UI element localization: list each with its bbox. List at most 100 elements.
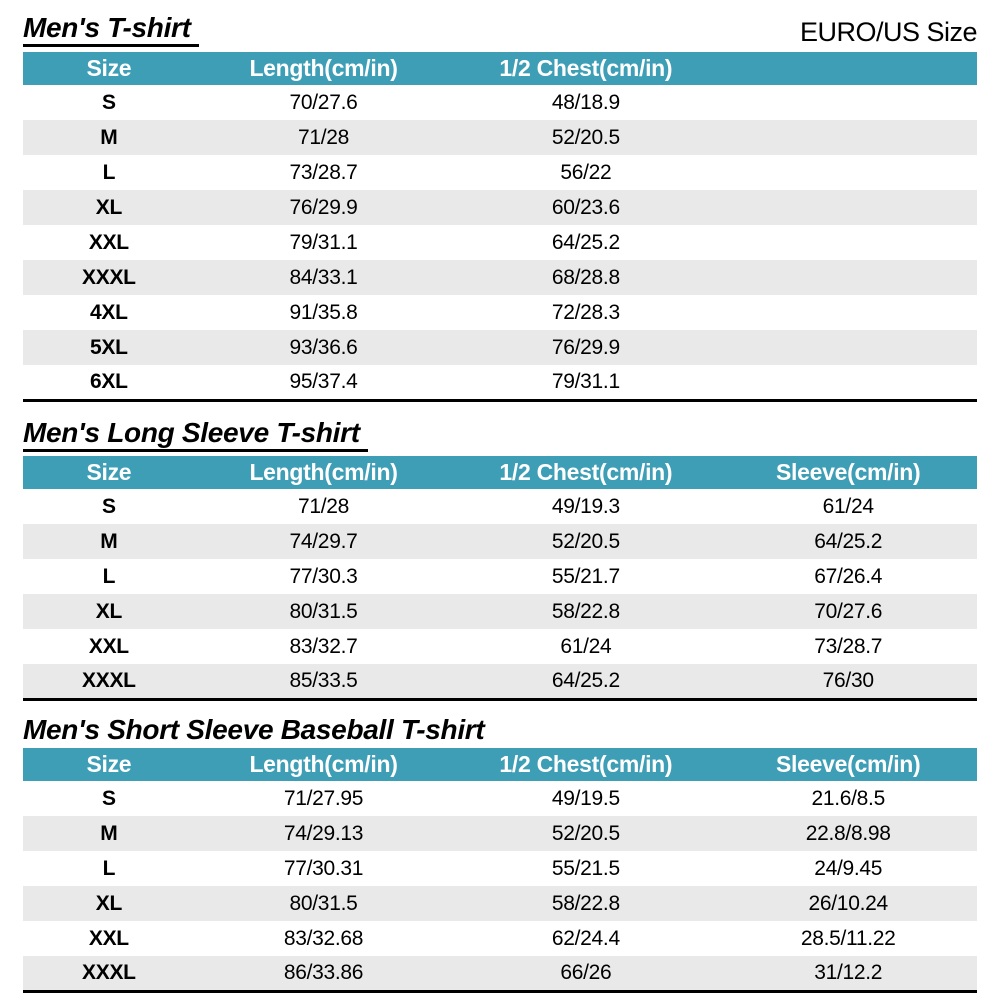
value-cell: 61/24: [822, 494, 874, 518]
empty-cell: [719, 85, 977, 120]
value-cell: 73/28.7: [814, 634, 883, 658]
value-cell: 49/19.3: [551, 494, 620, 518]
header-row: Size Length(cm/in) 1/2 Chest(cm/in): [23, 52, 977, 86]
page-header: Men's T-shirt EURO/US Size: [23, 12, 978, 48]
value-cell: 84/33.1: [289, 265, 358, 289]
header-row: Size Length(cm/in) 1/2 Chest(cm/in) Sleeve(…: [23, 456, 977, 490]
value-cell: 76/29.9: [289, 195, 358, 219]
value-cell: 64/25.2: [551, 668, 620, 692]
value-cell: 61/24: [560, 634, 612, 658]
value-cell: 24/9.45: [814, 856, 883, 880]
size-table-mens-short-sleeve-baseball-tshirt: Size Length(cm/in) 1/2 Chest(cm/in) Sleeve(…: [23, 748, 977, 993]
table-title-mens-long-sleeve-tshirt: Men's Long Sleeve T-shirt: [23, 417, 368, 453]
table-row: M 74/29.7 52/20.5 64/25.2: [23, 524, 977, 560]
size-cell: XXXL: [82, 265, 136, 289]
column-header: Size: [23, 748, 195, 782]
size-cell: XXL: [88, 634, 129, 658]
table-row: XL 80/31.5 58/22.8 70/27.6: [23, 594, 977, 630]
empty-cell: [719, 260, 977, 295]
size-table-mens-tshirt: Size Length(cm/in) 1/2 Chest(cm/in) S 70/27…: [23, 52, 977, 402]
column-header: Length(cm/in): [194, 748, 453, 782]
column-header: Size: [23, 456, 195, 490]
value-cell: 77/30.3: [289, 564, 358, 588]
table-row: L 77/30.3 55/21.7 67/26.4: [23, 559, 977, 594]
table-row: 4XL 91/35.8 72/28.3: [23, 295, 977, 330]
size-cell: M: [100, 125, 118, 149]
size-cell: XL: [95, 195, 123, 219]
header-row: Size Length(cm/in) 1/2 Chest(cm/in) Sleeve(…: [23, 748, 977, 782]
table-row: S 71/27.95 49/19.5 21.6/8.5: [23, 781, 977, 816]
size-standard-label: EURO/US Size: [799, 16, 978, 47]
table-row: S 71/28 49/19.3 61/24: [23, 489, 977, 524]
table-row: XXL 83/32.7 61/24 73/28.7: [23, 629, 977, 664]
size-cell: 5XL: [90, 335, 128, 359]
table-row: M 71/28 52/20.5: [23, 120, 977, 156]
table-row: XXXL 84/33.1 68/28.8: [23, 260, 977, 296]
value-cell: 70/27.6: [289, 90, 358, 114]
value-cell: 31/12.2: [814, 960, 883, 984]
empty-cell: [719, 295, 977, 330]
value-cell: 58/22.8: [551, 599, 620, 623]
size-cell: 6XL: [90, 370, 128, 394]
value-cell: 22.8/8.98: [805, 821, 891, 845]
column-header-filler: [719, 52, 977, 86]
empty-cell: [719, 365, 977, 400]
value-cell: 55/21.5: [551, 856, 620, 880]
table-row: XXL 79/31.1 64/25.2: [23, 225, 977, 260]
value-cell: 62/24.4: [551, 926, 620, 950]
size-cell: M: [100, 529, 118, 553]
value-cell: 28.5/11.22: [800, 926, 896, 950]
section-header: Men's Long Sleeve T-shirt: [23, 417, 977, 453]
value-cell: 55/21.7: [551, 564, 620, 588]
column-header: 1/2 Chest(cm/in): [452, 748, 720, 782]
value-cell: 68/28.8: [551, 265, 620, 289]
value-cell: 67/26.4: [814, 564, 883, 588]
table-row: M 74/29.13 52/20.5 22.8/8.98: [23, 816, 977, 852]
size-cell: XXXL: [82, 668, 136, 692]
value-cell: 56/22: [560, 160, 612, 184]
value-cell: 95/37.4: [289, 370, 358, 394]
table-title-mens-tshirt: Men's T-shirt: [23, 12, 199, 48]
table-row: XL 76/29.9 60/23.6: [23, 190, 977, 226]
table-title-mens-short-sleeve-baseball-tshirt: Men's Short Sleeve Baseball T-shirt: [23, 713, 485, 745]
value-cell: 79/31.1: [551, 370, 620, 394]
empty-cell: [719, 190, 977, 225]
value-cell: 71/28: [297, 494, 350, 518]
table-row: S 70/27.6 48/18.9: [23, 85, 977, 120]
value-cell: 76/30: [822, 668, 874, 692]
value-cell: 64/25.2: [551, 230, 620, 254]
value-cell: 79/31.1: [289, 230, 358, 254]
table-row: L 77/30.31 55/21.5 24/9.45: [23, 851, 977, 886]
size-cell: M: [100, 821, 118, 845]
column-header: Sleeve(cm/in): [719, 748, 977, 782]
section-header: Men's Short Sleeve Baseball T-shirt: [23, 714, 977, 745]
value-cell: 71/28: [297, 125, 350, 149]
size-cell: XXL: [88, 926, 129, 950]
column-header: Sleeve(cm/in): [719, 456, 977, 490]
empty-cell: [719, 330, 977, 365]
value-cell: 49/19.5: [551, 786, 620, 810]
size-table-mens-long-sleeve-tshirt: Size Length(cm/in) 1/2 Chest(cm/in) Sleeve(…: [23, 456, 977, 701]
size-cell: S: [102, 494, 116, 518]
empty-cell: [719, 120, 977, 155]
column-header: 1/2 Chest(cm/in): [452, 52, 720, 86]
value-cell: 80/31.5: [289, 891, 358, 915]
column-header: Size: [23, 52, 195, 86]
value-cell: 93/36.6: [289, 335, 358, 359]
value-cell: 21.6/8.5: [811, 786, 885, 810]
size-cell: XXXL: [82, 960, 136, 984]
table-row: 5XL 93/36.6 76/29.9: [23, 330, 977, 366]
value-cell: 52/20.5: [551, 125, 620, 149]
table-row: XL 80/31.5 58/22.8 26/10.24: [23, 886, 977, 922]
table-row: XXXL 85/33.5 64/25.2 76/30: [23, 664, 977, 700]
table-row: XXL 83/32.68 62/24.4 28.5/11.22: [23, 921, 977, 956]
value-cell: 85/33.5: [289, 668, 358, 692]
size-cell: L: [102, 564, 116, 588]
value-cell: 48/18.9: [551, 90, 620, 114]
size-cell: S: [102, 786, 116, 810]
value-cell: 52/20.5: [551, 529, 620, 553]
empty-cell: [719, 225, 977, 260]
column-header: Length(cm/in): [194, 52, 453, 86]
value-cell: 70/27.6: [814, 599, 883, 623]
